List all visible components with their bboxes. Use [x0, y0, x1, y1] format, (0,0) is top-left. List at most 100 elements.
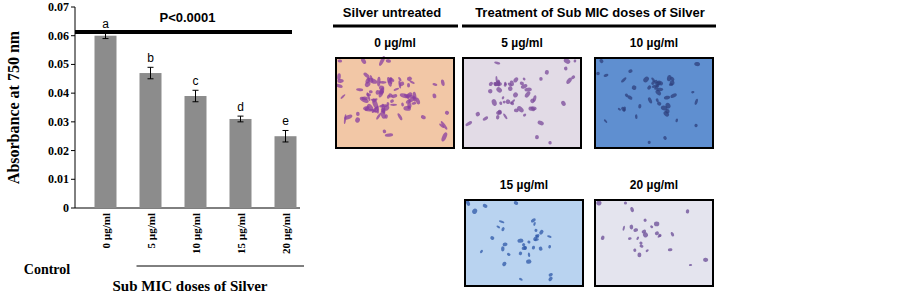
cell	[656, 101, 662, 107]
cell	[407, 76, 413, 81]
cell	[368, 90, 373, 94]
cell	[338, 59, 343, 62]
y-tick-label: 0.06	[48, 29, 69, 43]
cell	[517, 238, 523, 243]
untreated-heading: Silver untreated	[343, 5, 441, 20]
cell	[496, 225, 501, 229]
cell	[340, 94, 346, 100]
cell	[548, 141, 552, 145]
cell	[521, 246, 527, 251]
cell	[532, 95, 537, 102]
cell	[506, 252, 511, 256]
cell	[647, 97, 653, 104]
cell	[519, 277, 524, 281]
cell	[675, 118, 678, 122]
title: P<0.0001	[159, 10, 215, 25]
cell	[548, 272, 553, 277]
cell	[539, 77, 543, 81]
panel-label: 10 µg/ml	[630, 36, 678, 50]
cell	[596, 72, 600, 76]
cell	[636, 236, 640, 240]
error-cap	[193, 90, 199, 91]
error-bar	[283, 130, 289, 141]
cell	[497, 110, 502, 115]
cell	[369, 75, 373, 83]
panel-label: 20 µg/ml	[630, 178, 678, 192]
cell	[535, 234, 540, 238]
cell	[343, 114, 346, 124]
cell	[420, 114, 426, 120]
cell	[537, 120, 545, 126]
cell	[647, 140, 651, 144]
cell	[538, 246, 543, 251]
cell	[599, 58, 605, 64]
cell	[533, 222, 536, 226]
cell	[509, 80, 514, 87]
cell	[390, 104, 397, 106]
p-value-bar	[75, 30, 292, 34]
error-stem	[195, 90, 196, 101]
cell	[371, 106, 379, 114]
cell	[393, 87, 399, 91]
x-tick-label: 5 µg/ml	[145, 213, 157, 248]
cell	[521, 243, 525, 248]
cell	[398, 76, 403, 81]
cell	[490, 235, 496, 240]
cell	[538, 229, 544, 235]
cell	[356, 112, 360, 116]
micrograph-bg	[463, 58, 581, 148]
micrograph-frame	[595, 58, 713, 148]
y-tick-label: 0.01	[48, 172, 69, 186]
cell	[496, 110, 503, 116]
cell	[603, 119, 607, 124]
group-letter: b	[147, 51, 154, 65]
cell	[655, 89, 663, 97]
cell	[518, 251, 523, 256]
cell	[465, 120, 473, 127]
cell	[663, 110, 671, 117]
error-cap	[103, 38, 109, 39]
cell	[377, 87, 385, 99]
cell	[531, 245, 535, 250]
x-tick-label: 0 µg/ml	[100, 213, 112, 248]
error-cap	[148, 78, 154, 79]
cell	[401, 102, 404, 106]
cell	[386, 95, 390, 100]
cell	[600, 235, 605, 241]
cell	[382, 129, 386, 134]
group-letter: c	[193, 74, 199, 88]
cell	[499, 101, 503, 105]
cell	[509, 101, 514, 106]
cell	[646, 85, 652, 91]
heading-rule	[462, 25, 716, 28]
bars	[95, 33, 297, 208]
cell	[379, 81, 386, 84]
cell	[495, 86, 503, 93]
cell	[623, 106, 626, 111]
y-tick	[71, 179, 75, 180]
bar	[185, 96, 207, 208]
y-axis	[75, 7, 76, 208]
cell	[670, 231, 675, 237]
cell	[668, 248, 673, 252]
cell	[361, 96, 368, 100]
cell	[654, 231, 660, 236]
cell	[624, 201, 627, 204]
cell	[637, 253, 641, 258]
cell	[407, 102, 412, 108]
cell	[337, 73, 341, 80]
cell	[638, 104, 642, 109]
cell	[488, 89, 493, 94]
error-cap	[283, 130, 289, 131]
panel-label: 5 µg/ml	[501, 36, 543, 50]
cell	[440, 132, 448, 143]
cell	[685, 209, 689, 214]
cell	[664, 95, 671, 100]
cell	[390, 99, 395, 104]
bar	[275, 136, 297, 208]
cell	[624, 93, 629, 98]
cell	[666, 75, 672, 82]
group-letter: e	[282, 114, 289, 128]
cell	[534, 238, 539, 241]
cell	[387, 77, 392, 84]
